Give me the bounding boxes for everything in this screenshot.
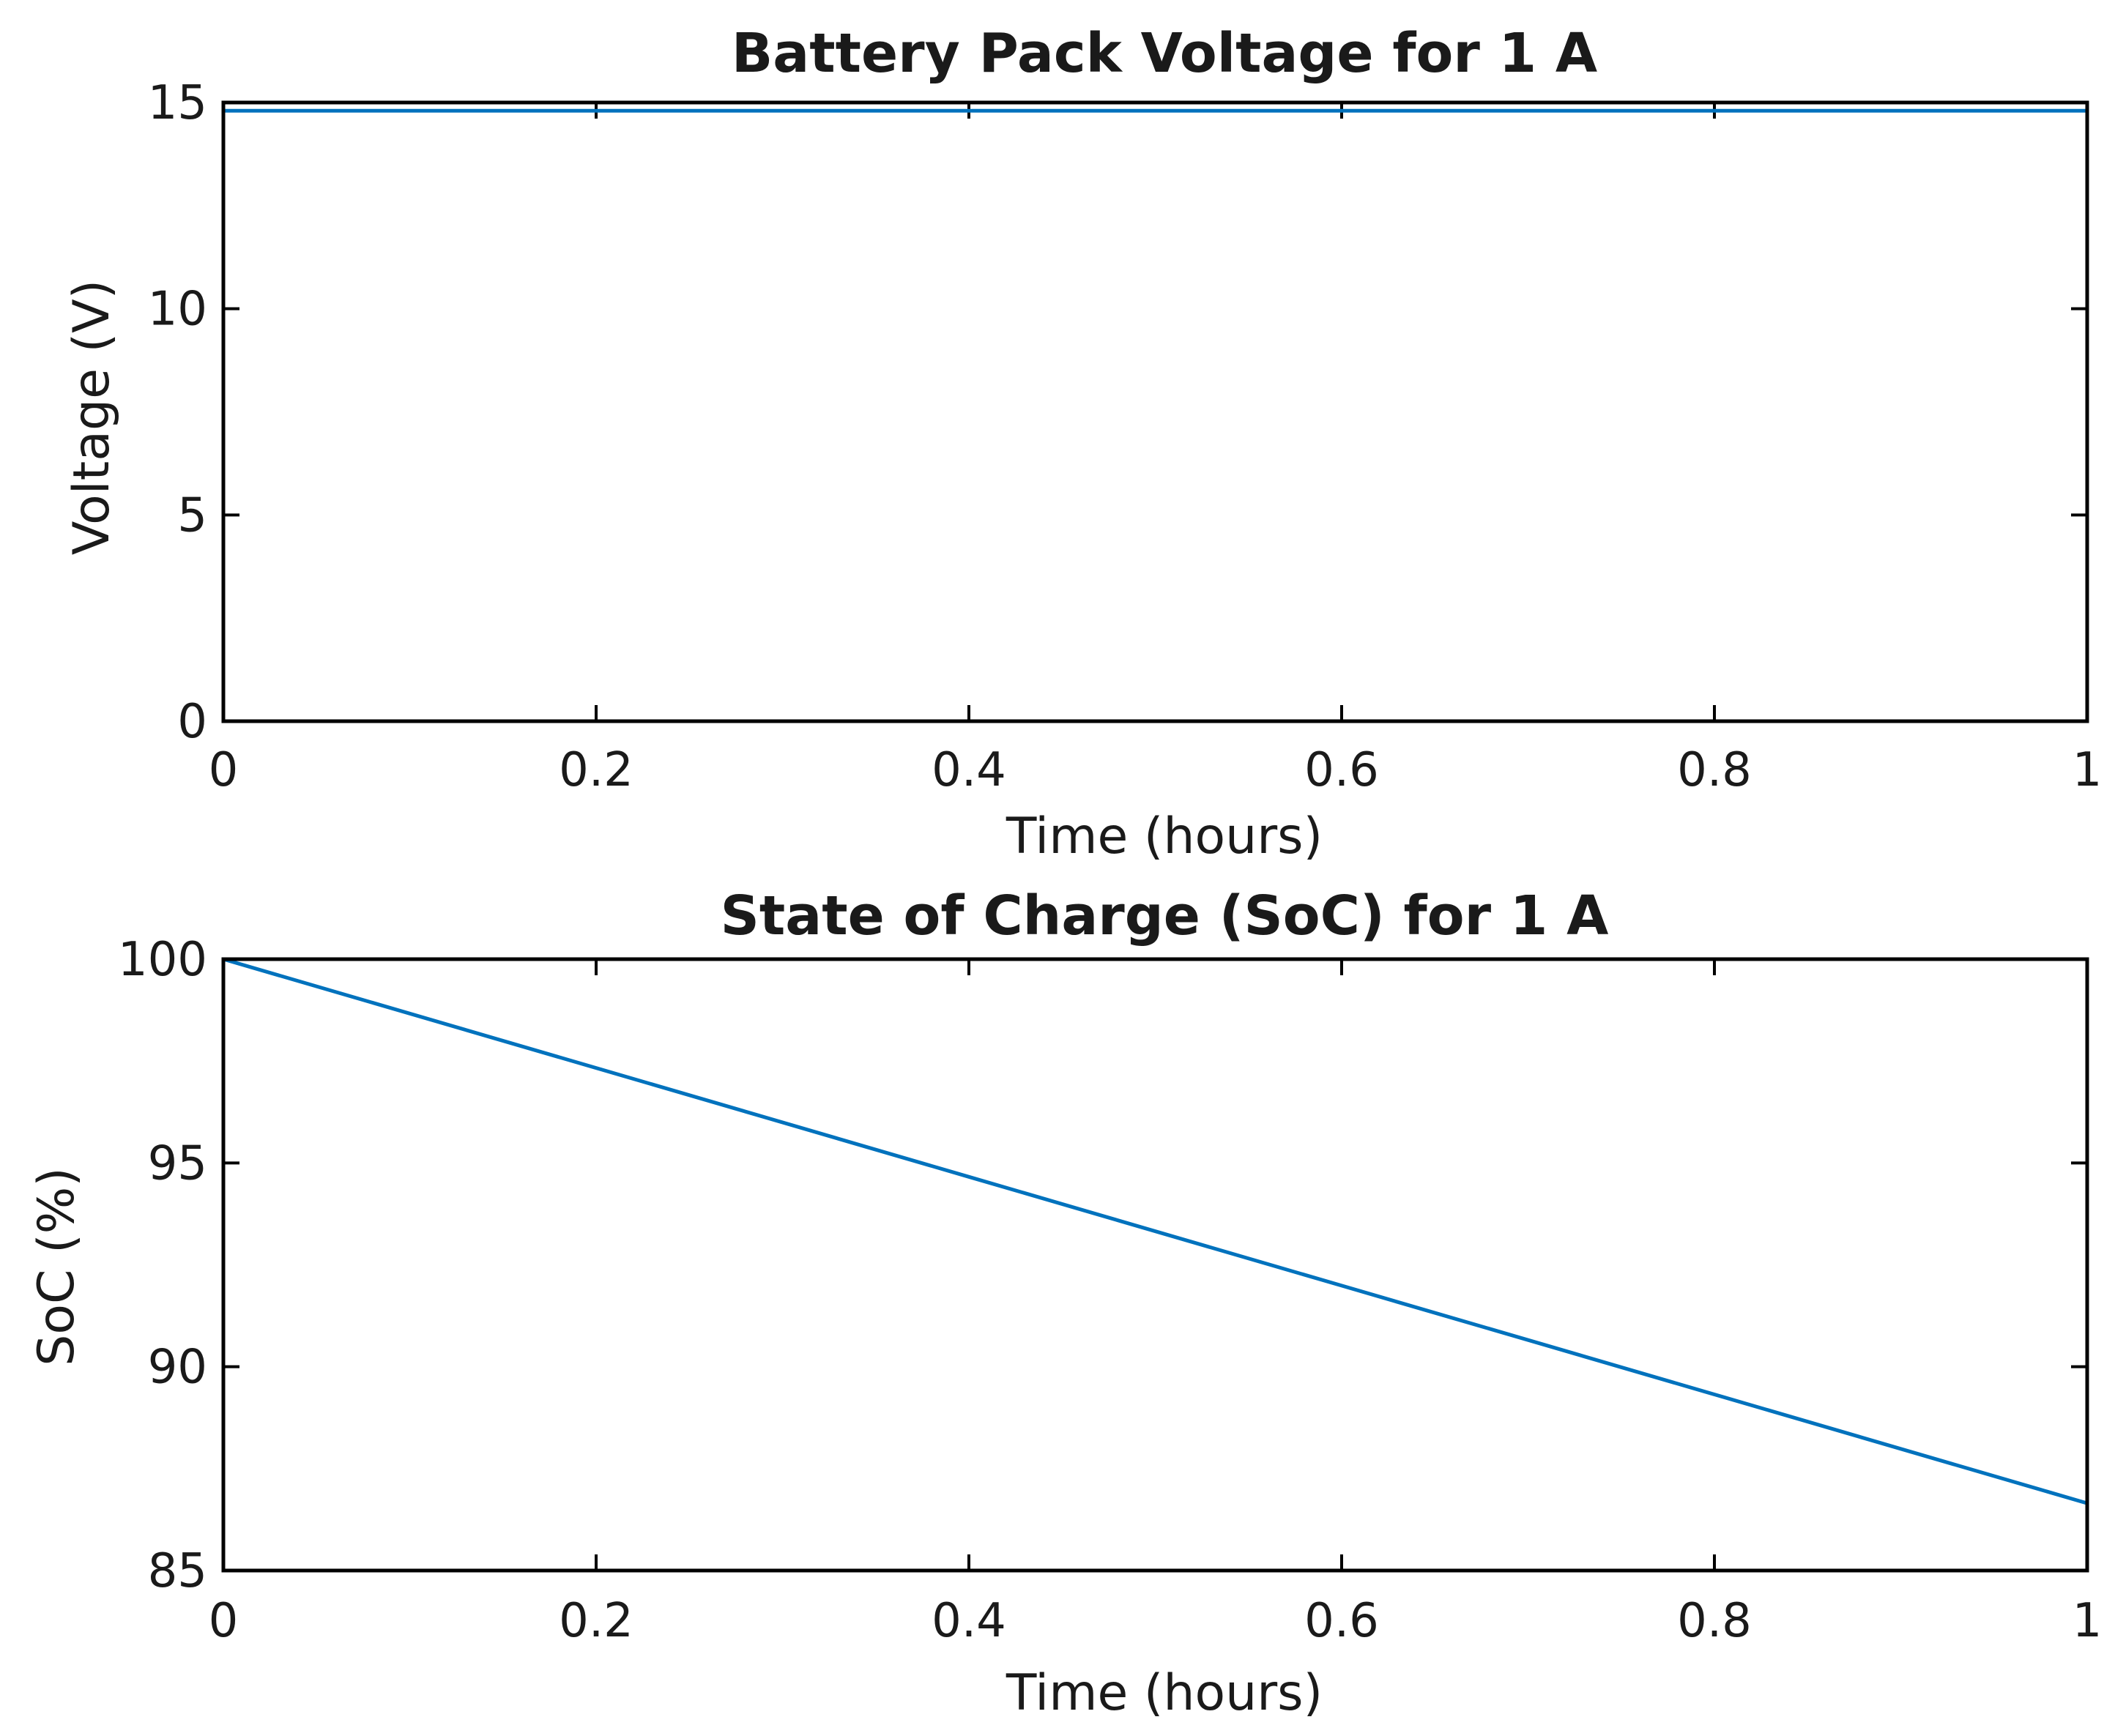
soc-y-tick-label: 85 bbox=[148, 1544, 207, 1598]
voltage-chart-axes-frame bbox=[221, 100, 2089, 723]
voltage-chart-ylabel: Voltage (V) bbox=[63, 280, 121, 555]
soc-chart-ylabel: SoC (%) bbox=[28, 1167, 86, 1366]
voltage-chart-title: Battery Pack Voltage for 1 A bbox=[732, 22, 1597, 85]
soc-chart-x-ticks: 0 0.2 0.4 0.6 0.8 1 bbox=[209, 959, 2103, 1648]
soc-chart-axes-frame bbox=[221, 957, 2089, 1573]
soc-chart-title: State of Charge (SoC) for 1 A bbox=[721, 884, 1609, 947]
voltage-chart-xlabel: Time (hours) bbox=[1006, 808, 1323, 865]
voltage-x-tick-label: 0.4 bbox=[932, 743, 1006, 797]
voltage-chart-x-ticks: 0 0.2 0.4 0.6 0.8 1 bbox=[209, 103, 2103, 797]
soc-x-tick-label: 0.8 bbox=[1677, 1594, 1752, 1648]
voltage-x-tick-label: 0.2 bbox=[559, 743, 633, 797]
soc-y-tick-label: 95 bbox=[148, 1136, 207, 1191]
voltage-chart-y-ticks: 0 5 10 15 bbox=[148, 76, 2087, 749]
voltage-chart: Battery Pack Voltage for 1 A Voltage (V)… bbox=[63, 22, 2102, 865]
voltage-series-line bbox=[221, 108, 2087, 721]
soc-chart: State of Charge (SoC) for 1 A SoC (%) Ti… bbox=[28, 884, 2102, 1722]
voltage-y-tick-label: 0 bbox=[177, 695, 207, 749]
voltage-x-tick-label: 0 bbox=[209, 743, 239, 797]
soc-x-tick-label: 0.4 bbox=[932, 1594, 1006, 1648]
voltage-x-tick-label: 1 bbox=[2073, 743, 2103, 797]
voltage-x-tick-label: 0.6 bbox=[1304, 743, 1379, 797]
soc-y-tick-label: 100 bbox=[118, 933, 207, 987]
voltage-x-tick-label: 0.8 bbox=[1677, 743, 1752, 797]
soc-x-tick-label: 0 bbox=[209, 1594, 239, 1648]
soc-series-line bbox=[223, 957, 2088, 1505]
soc-y-tick-label: 90 bbox=[148, 1341, 207, 1395]
soc-x-tick-label: 0.2 bbox=[559, 1594, 633, 1648]
voltage-y-tick-label: 5 bbox=[177, 488, 207, 543]
soc-chart-xlabel: Time (hours) bbox=[1006, 1664, 1323, 1722]
soc-x-tick-label: 1 bbox=[2073, 1594, 2103, 1648]
voltage-y-tick-label: 15 bbox=[148, 76, 207, 130]
soc-x-tick-label: 0.6 bbox=[1304, 1594, 1379, 1648]
soc-chart-y-ticks: 85 90 95 100 bbox=[118, 933, 2087, 1598]
voltage-y-tick-label: 10 bbox=[148, 283, 207, 337]
